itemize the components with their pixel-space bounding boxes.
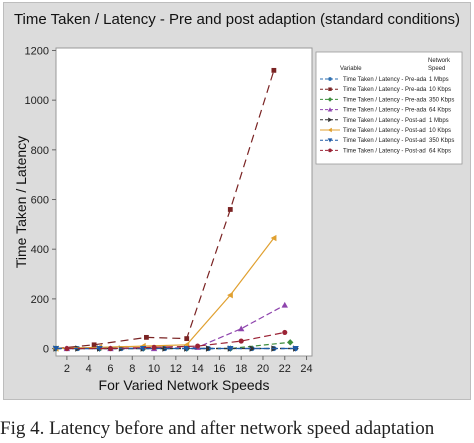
data-point bbox=[195, 343, 201, 349]
legend-speed: 64 Kbps bbox=[429, 148, 451, 154]
data-point bbox=[183, 345, 190, 352]
x-tick-label: 8 bbox=[129, 363, 135, 375]
x-tick-label: 14 bbox=[191, 363, 203, 375]
legend-swatch-marker bbox=[327, 127, 332, 133]
legend-swatch-marker bbox=[327, 138, 333, 143]
y-tick-label: 1000 bbox=[25, 95, 49, 107]
data-point bbox=[249, 345, 256, 352]
y-tick-label: 800 bbox=[31, 145, 49, 157]
y-tick-label: 400 bbox=[31, 244, 49, 256]
x-axis-label: For Varied Network Speeds bbox=[99, 377, 270, 393]
x-tick-label: 24 bbox=[300, 363, 312, 375]
data-point bbox=[287, 339, 294, 346]
legend-label: Time Taken / Latency - Pre-ada bbox=[343, 87, 427, 93]
x-tick-label: 6 bbox=[107, 363, 113, 375]
figure-caption: Fig 4. Latency before and after network … bbox=[0, 418, 435, 439]
data-point bbox=[52, 345, 60, 352]
legend-label: Time Taken / Latency - Post-ad bbox=[343, 128, 426, 134]
y-tick-label: 200 bbox=[31, 294, 49, 306]
legend-speed: 64 Kbps bbox=[429, 108, 451, 114]
series-layer bbox=[52, 67, 299, 352]
data-point bbox=[64, 345, 70, 352]
legend-swatch-marker bbox=[328, 117, 333, 123]
legend-item: Time Taken / Latency - Pre-ada 350 Kbps bbox=[320, 97, 454, 103]
y-tick-label: 0 bbox=[43, 344, 49, 356]
legend-swatch-marker bbox=[328, 87, 332, 91]
legend-label: Time Taken / Latency - Pre-ada bbox=[343, 97, 427, 103]
data-point bbox=[144, 334, 149, 340]
data-point bbox=[91, 342, 97, 348]
y-axis-label: Time Taken / Latency bbox=[13, 136, 29, 268]
legend-entries: Time Taken / Latency - Pre-ada 1 MbpsTime… bbox=[320, 77, 454, 154]
x-tick-label: 18 bbox=[235, 363, 247, 375]
data-point bbox=[151, 344, 157, 350]
legend-speed: 350 Kbps bbox=[429, 138, 454, 144]
legend-item: Time Taken / Latency - Post-ad 350 Kbps bbox=[320, 138, 454, 144]
series-line bbox=[55, 70, 275, 350]
data-point bbox=[184, 336, 190, 342]
legend-label: Time Taken / Latency - Post-ad bbox=[343, 148, 426, 154]
series-line bbox=[55, 237, 275, 350]
legend-swatch-marker bbox=[327, 107, 333, 112]
line-chart: Time Taken / Latency - Pre and post adap… bbox=[13, 11, 463, 393]
legend-item: Time Taken / Latency - Post-ad 64 Kbps bbox=[320, 148, 451, 154]
legend-header-variable: Variable bbox=[340, 66, 362, 72]
data-point bbox=[271, 67, 277, 73]
data-point bbox=[227, 345, 234, 352]
y-tick-label: 600 bbox=[31, 195, 49, 207]
legend-item: Time Taken / Latency - Post-ad 1 Mbps bbox=[320, 117, 449, 124]
data-point bbox=[270, 234, 277, 242]
y-axis-ticks: 0 200 400 600 800 1000 1200 bbox=[25, 45, 56, 356]
data-point bbox=[238, 338, 244, 344]
y-tick-label: 1200 bbox=[25, 45, 49, 57]
legend-item: Time Taken / Latency - Pre-ada 1 Mbps bbox=[320, 77, 449, 83]
data-point bbox=[282, 329, 288, 335]
x-tick-label: 12 bbox=[170, 363, 182, 375]
x-tick-label: 16 bbox=[213, 363, 225, 375]
data-point bbox=[237, 325, 245, 332]
legend-label: Time Taken / Latency - Pre-ada bbox=[343, 108, 427, 114]
legend-speed: 1 Mbps bbox=[429, 118, 449, 124]
x-axis-ticks: 2 4 6 8 10 12 14 16 18 20 22 24 bbox=[64, 356, 313, 375]
data-point bbox=[96, 345, 103, 352]
legend-item: Time Taken / Latency - Pre-ada 10 Kbps bbox=[320, 87, 451, 93]
legend-speed: 10 Kbps bbox=[429, 128, 451, 134]
x-tick-label: 4 bbox=[86, 363, 92, 375]
legend-swatch-marker bbox=[328, 77, 332, 81]
plot-area bbox=[55, 47, 313, 357]
chart-title: Time Taken / Latency - Pre and post adap… bbox=[14, 11, 460, 28]
data-point bbox=[205, 345, 212, 352]
data-point bbox=[227, 291, 233, 299]
legend-swatch-marker bbox=[328, 148, 332, 153]
legend-header-speed: Speed bbox=[428, 66, 445, 72]
legend-speed: 1 Mbps bbox=[429, 77, 449, 83]
legend-header-network: Network bbox=[428, 58, 451, 64]
legend-item: Time Taken / Latency - Pre-ada 64 Kbps bbox=[320, 107, 451, 114]
legend-speed: 10 Kbps bbox=[429, 87, 451, 93]
series-8 bbox=[64, 329, 288, 352]
data-point bbox=[227, 207, 233, 212]
data-point bbox=[107, 345, 114, 352]
legend-box bbox=[315, 51, 463, 165]
legend: Network Variable Speed Time Taken / Late… bbox=[315, 51, 463, 165]
data-point bbox=[281, 301, 288, 308]
x-tick-label: 10 bbox=[148, 363, 160, 375]
legend-label: Time Taken / Latency - Post-ad bbox=[343, 138, 426, 144]
legend-label: Time Taken / Latency - Pre-ada bbox=[343, 77, 427, 83]
legend-swatch-marker bbox=[327, 97, 333, 102]
legend-item: Time Taken / Latency - Post-ad 10 Kbps bbox=[320, 127, 451, 134]
x-tick-label: 2 bbox=[64, 363, 70, 375]
legend-label: Time Taken / Latency - Post-ad bbox=[343, 118, 426, 124]
x-tick-label: 20 bbox=[257, 363, 269, 375]
legend-speed: 350 Kbps bbox=[429, 97, 454, 103]
data-point bbox=[292, 345, 299, 352]
x-tick-label: 22 bbox=[279, 363, 291, 375]
series-line bbox=[66, 331, 285, 350]
